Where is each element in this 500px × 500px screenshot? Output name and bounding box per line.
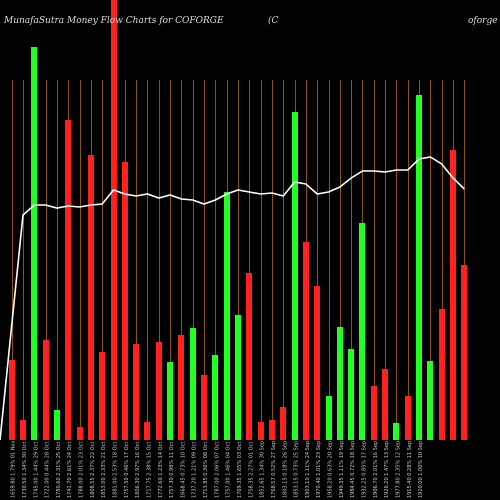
money-flow-bar [111,0,117,440]
x-axis-label: 1806.30 2.97% 16 Oct [135,442,141,498]
x-axis-label: 1787.00 2.06% 07 Oct [214,442,220,498]
money-flow-bar [382,369,388,440]
x-axis-label: 1984.45 0.72% 18 Sep [350,441,356,498]
money-flow-bar [178,335,184,440]
x-axis-label: 1722.00 0.44% 28 Oct [45,442,51,498]
x-axis-label: 1852.65 1.34% 30 Sep [260,441,266,498]
x-axis-label: 1757.50 0.46% 17 Oct [124,442,130,498]
money-flow-bars [9,0,467,440]
company-name-end: oforge L [468,16,500,26]
x-axis-labels: 1659.80 1.79% 01 Nov 1730.50 1.34% 30 Oct… [11,441,424,498]
money-flow-bar [450,150,456,440]
x-axis-label: 1758.35 2.27% 01 Oct [248,442,254,498]
money-flow-bar [439,309,445,440]
money-flow-bar [99,352,105,440]
money-flow-bar [201,375,207,440]
x-axis-label: 1803.15 0.18% 26 Sep [282,441,288,498]
x-axis-label: 1768.57 0.52% 27 Sep [271,441,277,498]
x-axis-label: 1717.75 2.38% 15 Oct [146,442,152,498]
money-flow-bar [461,265,467,440]
x-axis-label: 1920.00 1.00% 10 Sep [418,441,424,498]
money-flow-bar [416,95,422,440]
money-flow-bar [371,386,377,440]
money-flow-bar [314,286,320,440]
x-axis-label: 1903.10 1.11% 24 Sep [305,441,311,498]
x-axis-label: 1713.85 0.36% 08 Oct [203,442,209,498]
money-flow-bar [88,155,94,440]
money-flow-bar [427,361,433,440]
money-flow-bar [20,420,26,440]
x-axis-label: 1926.20 1.47% 13 Sep [384,441,390,498]
x-axis-label: 1730.50 1.34% 30 Oct [22,442,28,498]
x-axis-label: 1915.40 0.28% 11 Sep [407,441,413,498]
money-flow-bar [43,340,49,440]
money-flow-bar [303,242,309,440]
x-axis-label: 1808.55 2.37% 22 Oct [90,442,96,498]
money-flow-bar [326,396,332,440]
money-flow-bar [292,112,298,440]
money-flow-bar [167,362,173,440]
money-flow-bar [393,423,399,440]
money-flow-bar [269,420,275,440]
x-axis-label: 1780.60 2.31% 25 Oct [56,442,62,498]
x-axis-label: 1958.20 0.63% 20 Sep [328,441,334,498]
x-axis-label: 1757.00 1.46% 04 Oct [226,442,232,498]
money-flow-bar [348,349,354,440]
money-flow-bar [9,360,15,440]
x-axis-label: 1853.15 0.73% 25 Sep [294,441,300,498]
money-flow-bar [190,328,196,440]
x-axis-label: 1906.70 2.01% 16 Sep [373,441,379,498]
money-flow-bar [77,427,83,440]
x-axis-label: 1932.25 0.85% 17 Sep [361,441,367,498]
x-axis-label: 1772.60 1.23% 14 Oct [158,442,164,498]
money-flow-bar [235,315,241,440]
chart-title: MunafaSutra Money Flow Charts for COFORG… [4,16,224,26]
x-axis-label: 1668.45 0.73% 10 Oct [180,442,186,498]
money-flow-bar [224,192,230,440]
money-flow-bar [122,162,128,440]
money-flow-bar [54,410,60,440]
x-axis-label: 1741.70 2.61% 24 Oct [67,442,73,498]
x-axis-label: 1881.00 2.53% 18 Oct [113,442,119,498]
money-flow-line [0,156,465,441]
x-axis-label: 1970.40 1.01% 23 Sep [316,441,322,498]
x-axis-label: 1769.35 1.65% 03 Oct [237,442,243,498]
x-axis-label: 1949.35 1.11% 19 Sep [339,441,345,498]
money-flow-bar [144,422,150,440]
money-flow-bar [337,327,343,440]
company-name-start: (C [268,16,279,26]
money-flow-bar [31,47,37,440]
x-axis-label: 1853.00 2.33% 21 Oct [101,442,107,498]
x-axis-label: 1977.80 2.35% 12 Sep [395,441,401,498]
money-flow-bar [359,223,365,440]
money-flow-bar [246,273,252,440]
x-axis-label: 1757.30 0.98% 11 Oct [169,442,175,498]
x-axis-label: 1659.80 1.79% 01 Nov [11,441,17,498]
money-flow-bar [212,355,218,440]
money-flow-bar [65,120,71,440]
x-axis-label: 1788.00 2.01% 23 Oct [79,442,85,498]
x-axis-label: 1745.00 1.44% 29 Oct [33,442,39,498]
x-axis-label: 1737.20 1.21% 09 Oct [192,442,198,498]
money-flow-bar [405,396,411,440]
money-flow-bar [156,342,162,440]
money-flow-bar [258,422,264,440]
money-flow-bar [133,344,139,440]
money-flow-bar [280,407,286,440]
